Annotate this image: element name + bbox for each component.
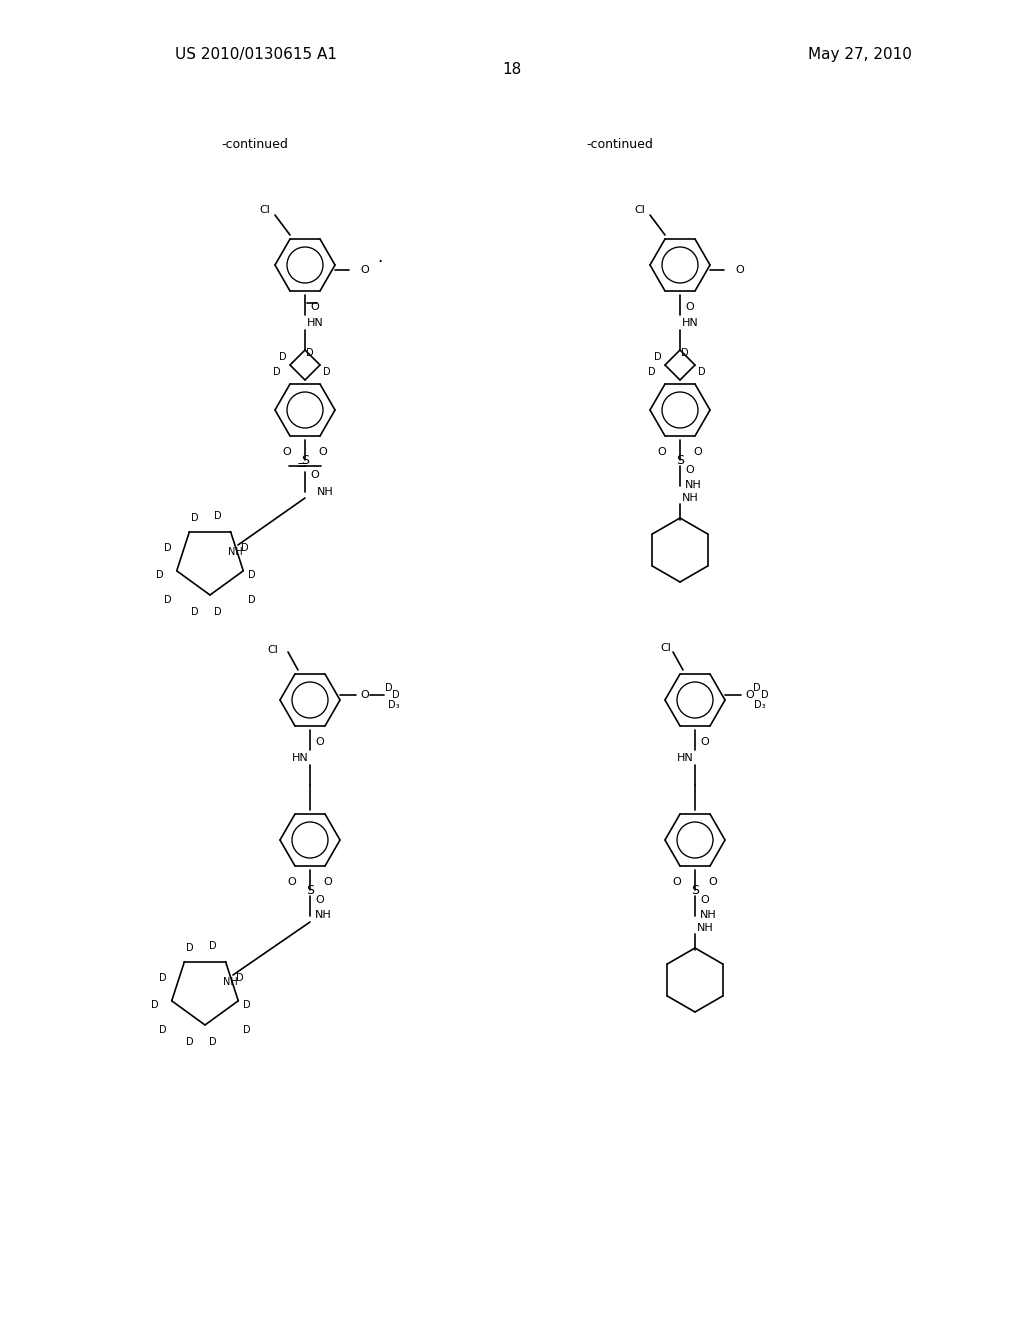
Text: HN: HN — [682, 318, 698, 327]
Text: D: D — [385, 682, 392, 693]
Text: D: D — [654, 352, 662, 362]
Text: -continued: -continued — [221, 139, 289, 152]
Text: O: O — [360, 690, 369, 700]
Text: O: O — [288, 876, 296, 887]
Text: D: D — [306, 348, 313, 358]
Text: O: O — [673, 876, 681, 887]
Text: O: O — [709, 876, 718, 887]
Text: O: O — [310, 302, 319, 312]
Text: D: D — [209, 1038, 217, 1047]
Text: D: D — [243, 1001, 251, 1010]
Text: Cl: Cl — [267, 645, 278, 655]
Text: D: D — [242, 543, 249, 553]
Text: HN: HN — [292, 752, 309, 763]
Text: D: D — [214, 607, 222, 616]
Text: D: D — [248, 595, 256, 605]
Text: S: S — [676, 454, 684, 466]
Text: O: O — [283, 447, 292, 457]
Text: D: D — [243, 1026, 251, 1035]
Text: O: O — [745, 690, 754, 700]
Text: NH: NH — [223, 977, 238, 987]
Text: D: D — [648, 367, 655, 378]
Text: D: D — [392, 690, 399, 700]
Text: O: O — [315, 737, 325, 747]
Text: D: D — [152, 1001, 159, 1010]
Text: 18: 18 — [503, 62, 521, 78]
Text: D: D — [159, 1026, 167, 1035]
Text: O: O — [700, 895, 709, 906]
Text: D: D — [209, 941, 217, 950]
Text: HN: HN — [307, 318, 324, 327]
Text: Cl: Cl — [259, 205, 270, 215]
Text: =: = — [297, 459, 307, 473]
Text: NH: NH — [315, 909, 332, 920]
Text: O: O — [657, 447, 667, 457]
Text: ·: · — [377, 253, 382, 271]
Text: May 27, 2010: May 27, 2010 — [808, 48, 912, 62]
Text: O: O — [324, 876, 333, 887]
Text: D: D — [273, 367, 281, 378]
Text: NH: NH — [317, 487, 334, 498]
Text: D: D — [186, 942, 194, 953]
Text: O: O — [735, 265, 743, 275]
Text: NH: NH — [697, 923, 714, 933]
Text: US 2010/0130615 A1: US 2010/0130615 A1 — [175, 48, 337, 62]
Text: S: S — [691, 883, 699, 896]
Text: -continued: -continued — [587, 139, 653, 152]
Text: D: D — [186, 1038, 194, 1047]
Text: D: D — [214, 511, 222, 521]
Text: D₃: D₃ — [388, 700, 399, 710]
Text: Cl: Cl — [634, 205, 645, 215]
Text: D: D — [754, 682, 761, 693]
Text: D₃: D₃ — [755, 700, 766, 710]
Text: D: D — [191, 513, 199, 523]
Text: O: O — [693, 447, 702, 457]
Text: D: D — [191, 607, 199, 616]
Text: O: O — [685, 465, 693, 475]
Text: O: O — [686, 302, 694, 312]
Text: D: D — [164, 595, 172, 605]
Text: D: D — [237, 973, 244, 983]
Text: Cl: Cl — [660, 643, 671, 653]
Text: D: D — [324, 367, 331, 378]
Text: S: S — [306, 883, 314, 896]
Text: HN: HN — [677, 752, 693, 763]
Text: D: D — [157, 570, 164, 579]
Text: NH: NH — [685, 480, 701, 490]
Text: O: O — [318, 447, 328, 457]
Text: NH: NH — [228, 546, 243, 557]
Text: D: D — [698, 367, 706, 378]
Text: D: D — [761, 690, 769, 700]
Text: D: D — [159, 973, 167, 983]
Text: D: D — [280, 352, 287, 362]
Text: NH: NH — [700, 909, 717, 920]
Text: O: O — [360, 265, 369, 275]
Text: O: O — [310, 470, 318, 480]
Text: D: D — [248, 570, 256, 579]
Text: S: S — [301, 454, 309, 466]
Text: O: O — [700, 737, 710, 747]
Text: NH: NH — [682, 492, 698, 503]
Text: D: D — [164, 543, 172, 553]
Text: D: D — [681, 348, 689, 358]
Text: O: O — [315, 895, 324, 906]
